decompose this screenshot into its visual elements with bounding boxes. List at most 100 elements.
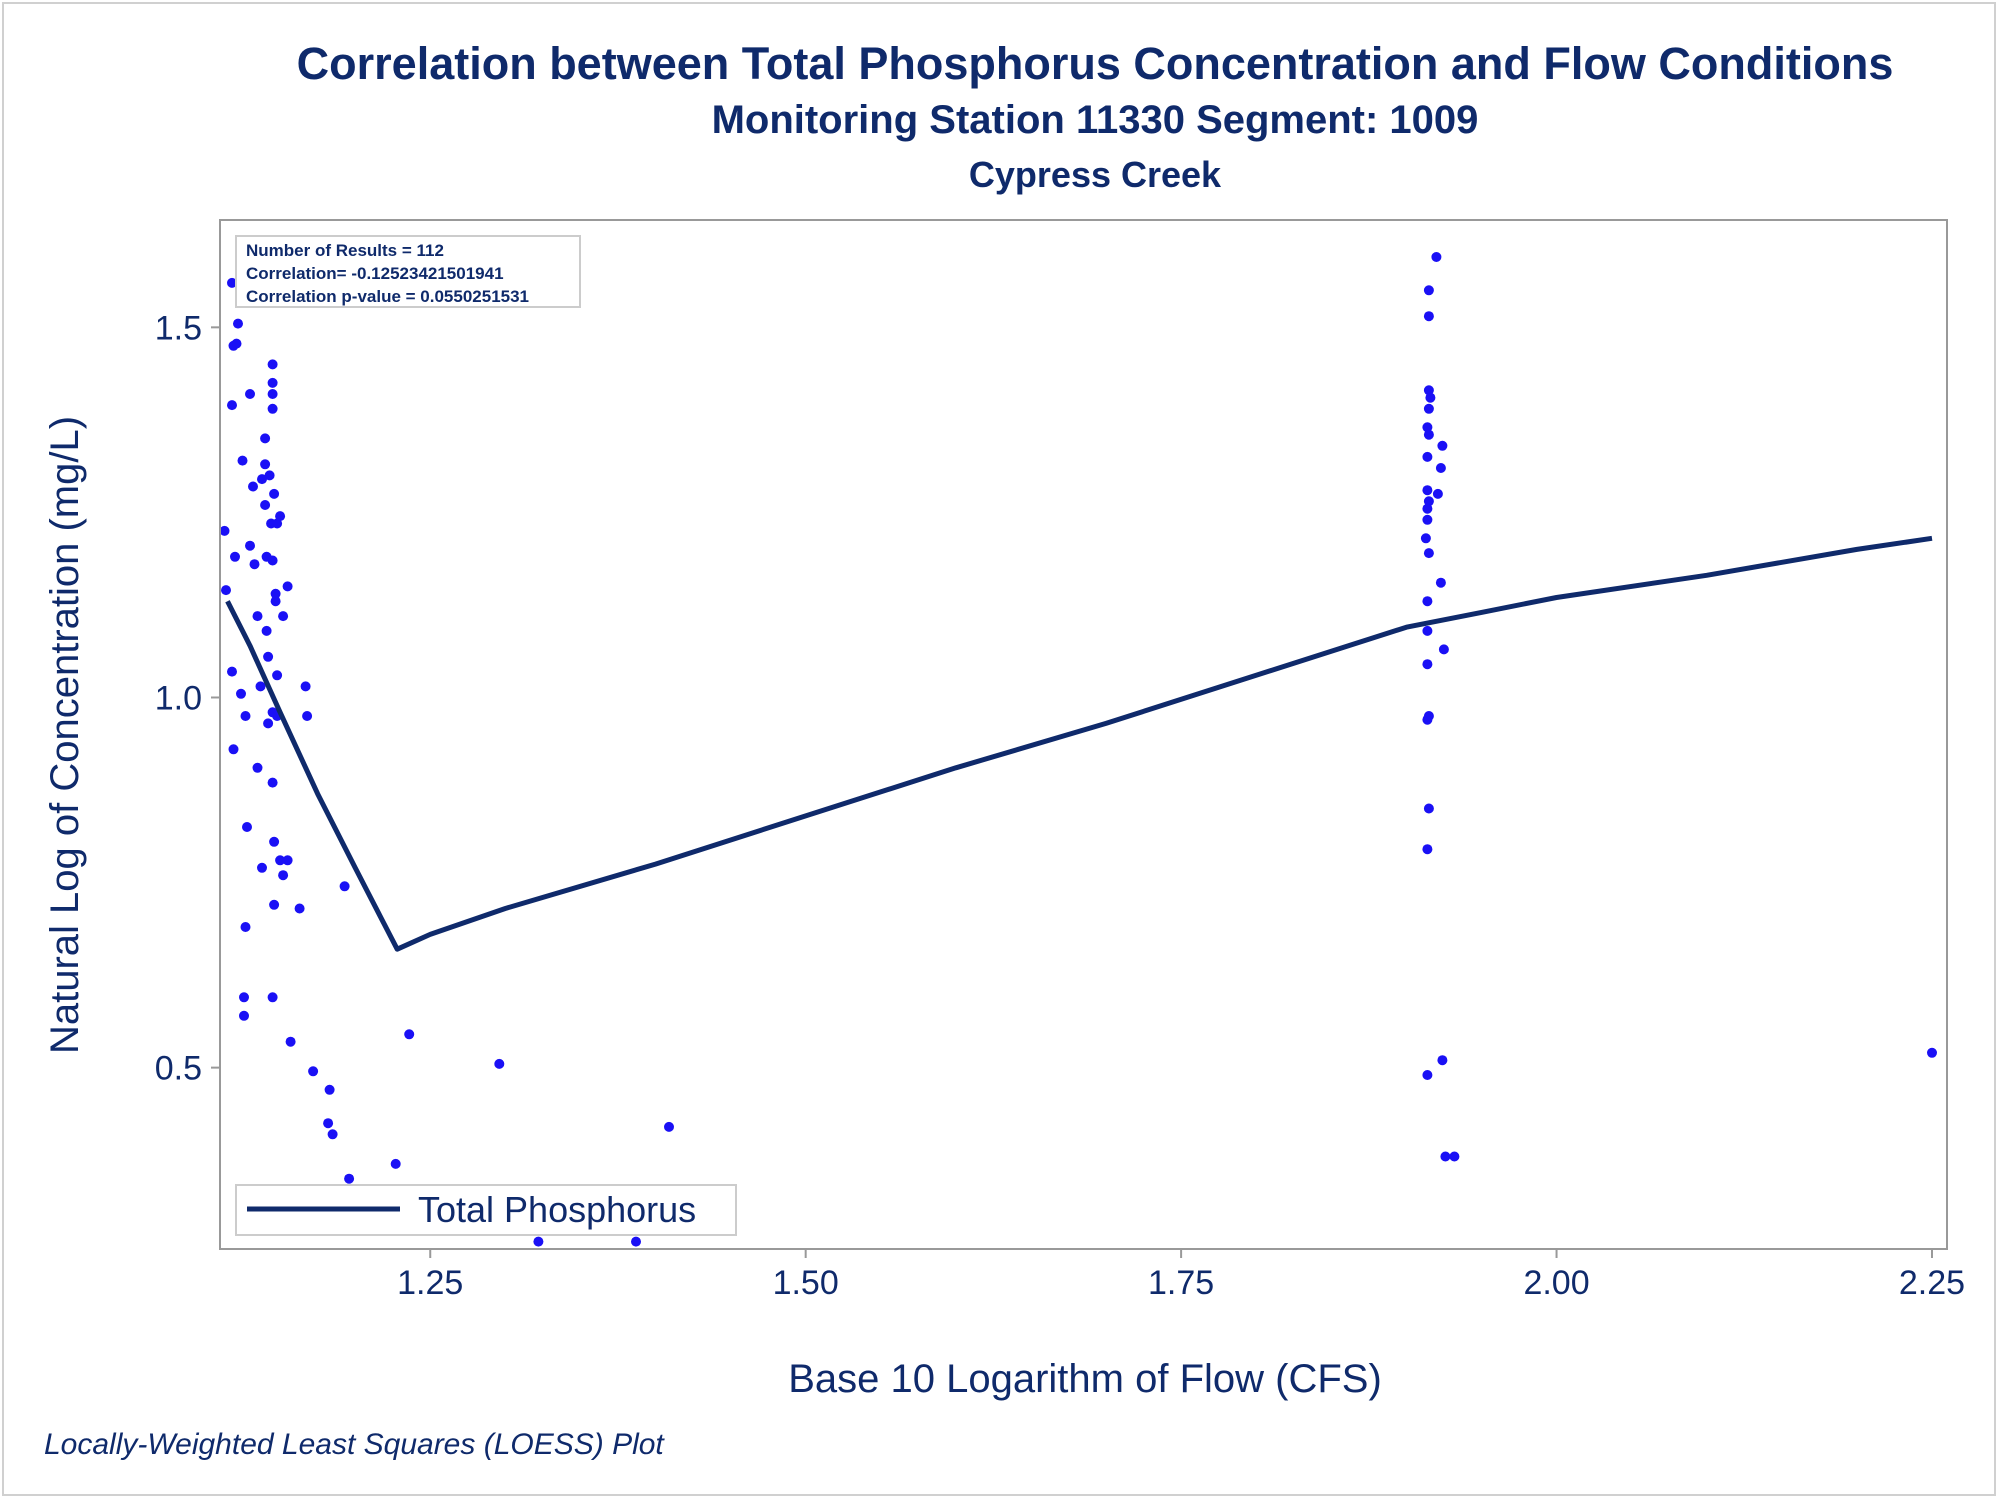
data-point-103 — [1423, 803, 1434, 814]
data-point-22 — [255, 681, 266, 692]
data-point-78 — [1431, 252, 1442, 262]
data-point-9 — [230, 551, 240, 562]
data-point-26 — [267, 377, 278, 388]
data-point-76 — [631, 1236, 641, 1247]
stats-box: Number of Results = 112 Correlation= -0.… — [235, 235, 581, 308]
data-point-52 — [269, 899, 280, 910]
data-point-27 — [267, 389, 278, 399]
data-point-31 — [264, 470, 275, 481]
data-point-82 — [1425, 392, 1436, 403]
data-point-94 — [1420, 533, 1431, 544]
data-point-57 — [285, 1036, 296, 1047]
data-point-41 — [270, 596, 281, 607]
data-point-5 — [245, 389, 255, 399]
data-point-86 — [1437, 440, 1448, 451]
data-point-14 — [228, 744, 239, 755]
chart-title: Correlation between Total Phosphorus Con… — [296, 38, 1894, 89]
data-point-3 — [231, 338, 242, 349]
stats-p-value: Correlation p-value = 0.0550251531 — [246, 287, 529, 306]
data-point-42 — [261, 625, 272, 636]
data-point-20 — [249, 559, 260, 570]
data-point-66 — [344, 1173, 355, 1184]
data-point-58 — [300, 681, 311, 692]
y-tick-label: 1.0 — [155, 679, 202, 717]
data-point-18 — [239, 1010, 249, 1021]
stats-correlation: Correlation= -0.12523421501941 — [246, 264, 504, 283]
data-point-47 — [267, 777, 278, 788]
loess-line-total-phosphorus — [225, 535, 1933, 952]
data-point-34 — [260, 500, 271, 510]
data-point-60 — [294, 903, 305, 914]
data-point-33 — [269, 488, 280, 499]
data-point-83 — [1423, 403, 1434, 414]
data-point-55 — [278, 611, 289, 622]
data-point-28 — [267, 403, 278, 414]
y-axis-label: Natural Log of Concentration (mg/L) — [43, 416, 87, 1054]
data-point-107 — [1440, 1151, 1451, 1162]
data-point-1 — [233, 318, 243, 329]
data-point-97 — [1422, 596, 1433, 607]
data-point-92 — [1422, 503, 1433, 514]
data-point-15 — [242, 822, 252, 832]
data-point-39 — [267, 555, 278, 566]
stats-box-border — [235, 235, 581, 308]
plot-area-border — [219, 219, 1948, 1250]
data-point-48 — [269, 836, 280, 847]
data-point-62 — [324, 1084, 335, 1095]
data-point-73 — [494, 1058, 505, 1069]
data-point-40 — [270, 588, 281, 599]
data-point-98 — [1422, 625, 1433, 636]
data-point-29 — [260, 433, 271, 444]
data-point-85 — [1423, 429, 1434, 440]
data-point-7 — [248, 481, 258, 492]
data-point-54 — [282, 581, 293, 592]
data-point-104 — [1422, 844, 1433, 855]
data-point-88 — [1435, 463, 1446, 473]
data-point-109 — [1927, 1047, 1937, 1058]
data-point-68 — [390, 1158, 401, 1169]
data-point-91 — [1423, 496, 1434, 507]
data-point-23 — [252, 762, 263, 773]
data-point-89 — [1422, 485, 1433, 496]
data-point-12 — [236, 688, 246, 699]
data-point-10 — [221, 585, 231, 596]
data-point-59 — [302, 711, 313, 721]
data-point-53 — [267, 992, 278, 1003]
x-axis: 1.25 1.50 1.75 2.00 2.25 — [397, 1249, 1965, 1302]
data-point-95 — [1423, 548, 1434, 559]
data-point-80 — [1423, 311, 1434, 322]
data-point-64 — [327, 1129, 338, 1140]
plot-marks — [219, 252, 1937, 1247]
data-point-37 — [272, 518, 283, 529]
x-tick-label: 1.75 — [1148, 1264, 1214, 1302]
data-point-6 — [237, 455, 248, 466]
data-point-4 — [227, 400, 237, 411]
footnote: Locally-Weighted Least Squares (LOESS) P… — [44, 1428, 664, 1461]
data-point-63 — [323, 1118, 334, 1129]
data-point-21 — [252, 611, 263, 622]
legend: Total Phosphorus — [235, 1184, 737, 1236]
chart-subtitle-station-name: Cypress Creek — [968, 154, 1222, 195]
stats-result-count: Number of Results = 112 — [246, 241, 444, 260]
data-point-105 — [1437, 1055, 1448, 1066]
data-point-17 — [239, 992, 249, 1003]
data-point-16 — [240, 922, 251, 932]
x-tick-label: 1.50 — [773, 1264, 839, 1302]
data-point-70 — [404, 1029, 415, 1040]
data-point-46 — [263, 718, 274, 729]
data-point-81 — [1423, 385, 1434, 396]
chart-subtitle: Monitoring Station 11330 Segment: 1009 — [711, 98, 1479, 142]
data-point-24 — [257, 862, 267, 873]
data-point-30 — [260, 459, 271, 470]
y-axis: 0.5 1.0 1.5 — [155, 309, 220, 1088]
x-tick-label: 2.00 — [1523, 1264, 1589, 1302]
data-point-74 — [533, 1236, 544, 1247]
data-point-93 — [1422, 514, 1433, 525]
data-point-96 — [1435, 577, 1446, 588]
y-tick-label: 0.5 — [155, 1050, 202, 1088]
legend-entry-total-phosphorus: Total Phosphorus — [418, 1189, 696, 1230]
y-tick-label: 1.5 — [155, 309, 202, 347]
data-point-87 — [1422, 451, 1433, 462]
data-point-43 — [263, 651, 274, 662]
